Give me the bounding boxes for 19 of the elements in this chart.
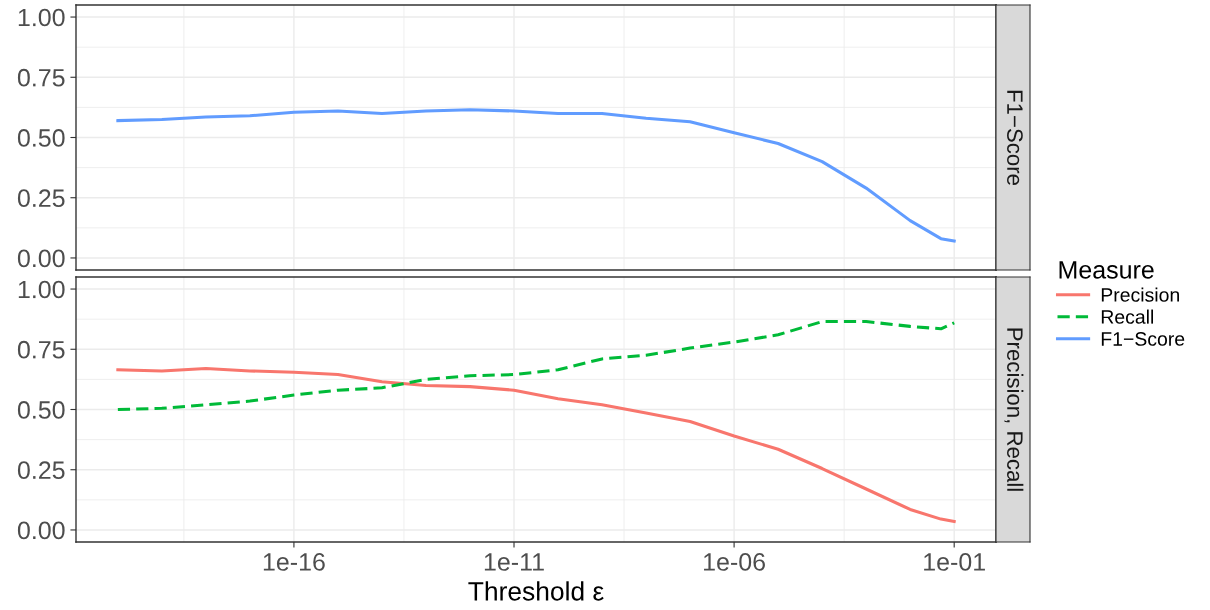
y-tick-label: 0.75: [17, 68, 65, 87]
x-tick-label: 1e-06: [704, 553, 765, 571]
y-tick-label: 0.00: [17, 249, 65, 268]
y-tick-label: 0.50: [17, 401, 65, 419]
y-tick-label: 0.00: [17, 521, 65, 540]
x-axis-title: Threshold ε: [468, 581, 604, 601]
legend-label: F1−Score: [1101, 332, 1185, 346]
legend-label: Recall: [1101, 309, 1154, 324]
x-tick-label: 1e-11: [484, 553, 544, 571]
y-tick-label: 0.50: [17, 129, 65, 147]
legend-title: Measure: [1059, 261, 1154, 279]
y-tick-label: 1.00: [18, 8, 65, 27]
x-tick-label: 1e-01: [924, 553, 985, 571]
y-tick-label: 1.00: [18, 280, 65, 299]
x-tick-label: 1e-16: [263, 553, 325, 571]
y-tick-label: 0.75: [17, 340, 65, 359]
y-tick-label: 0.25: [17, 189, 65, 208]
y-tick-label: 0.25: [17, 461, 65, 480]
legend-label: Precision: [1101, 287, 1179, 302]
